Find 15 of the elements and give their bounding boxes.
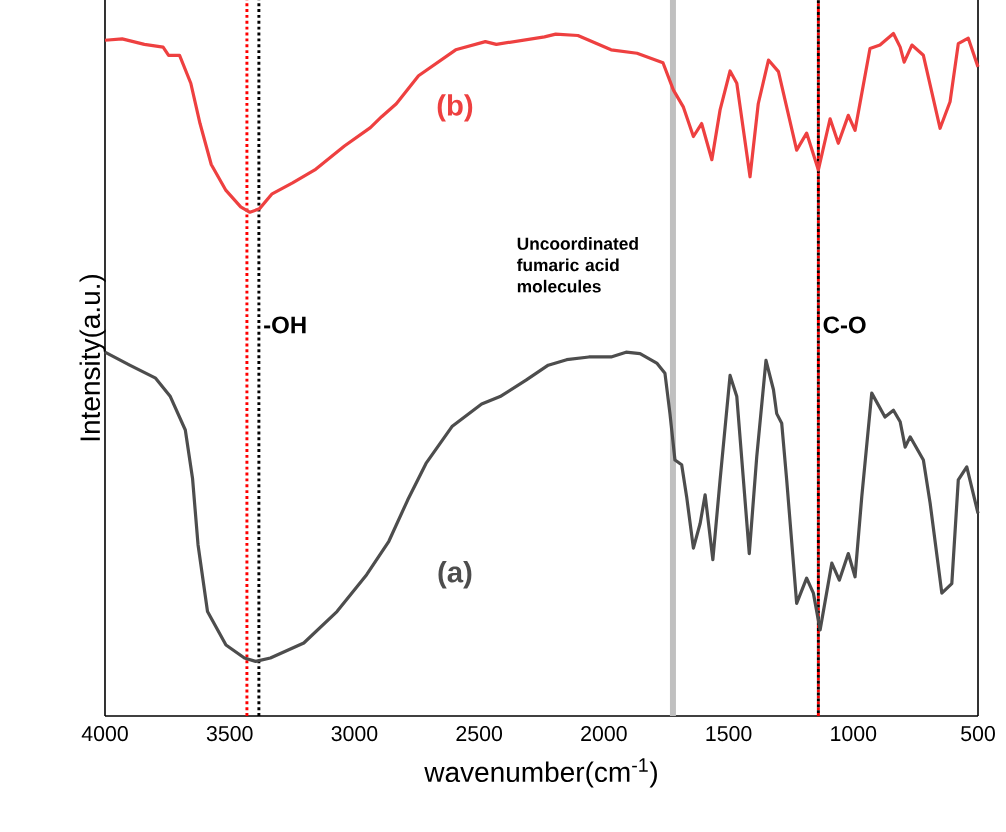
x-tick-label: 4000 (81, 726, 128, 742)
ref-line-label: C-O (823, 316, 866, 334)
x-tick-label: 3500 (206, 726, 253, 742)
ref-line-label: Uncoordinated fumaric acid molecules (516, 237, 638, 293)
y-axis-title: Intensity(a.u.) (79, 274, 106, 441)
x-tick-label: 3000 (331, 726, 378, 742)
x-axis-title: wavenumber(cm$^{-1}$) (424, 758, 657, 788)
ref-line-label: -OH (264, 316, 306, 334)
series-label: (b) (437, 94, 473, 122)
series-label: (a) (438, 561, 472, 589)
x-tick-label: 2500 (456, 726, 503, 742)
x-tick-label: 500 (961, 726, 995, 742)
x-tick-label: 1500 (706, 726, 752, 742)
x-tick-label: 2000 (581, 726, 627, 742)
x-tick-label: 1000 (831, 726, 877, 742)
